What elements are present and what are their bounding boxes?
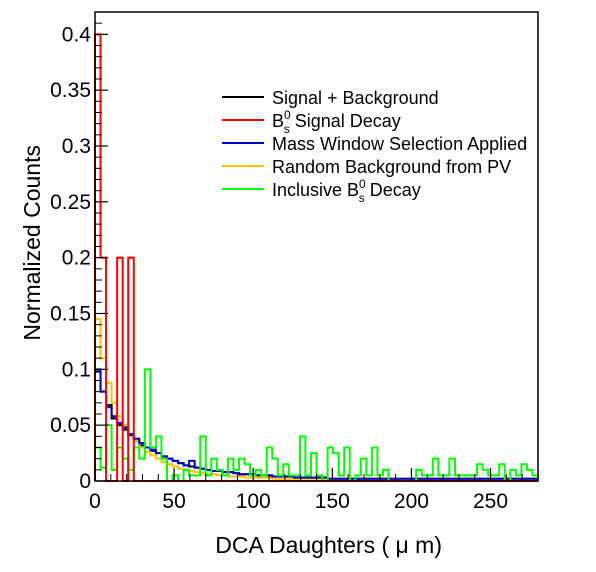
y-tick-label: 0.2 — [62, 247, 91, 270]
legend-label: Inclusive B0 s Decay — [272, 177, 421, 205]
x-tick-label: 250 — [473, 490, 508, 513]
axis-layer: 0 50 100 150 200 250 0 0.05 0.1 0.15 0.2 0.25 0.3 0.3… — [50, 11, 539, 513]
x-tick-label: 0 — [89, 490, 101, 513]
series-3-histogram — [94, 368, 539, 482]
y-tick-label: 0.35 — [50, 79, 91, 102]
x-axis-title: DCA Daughters ( μ m) — [215, 532, 442, 558]
y-axis-title: Normalized Counts — [19, 145, 45, 341]
y-tick-label: 0.4 — [62, 23, 92, 46]
legend-label: Signal + Background — [272, 88, 439, 108]
x-tick-label: 50 — [162, 490, 185, 513]
x-tick-label: 200 — [394, 490, 429, 513]
y-tick-label: 0.3 — [62, 135, 91, 158]
y-tick-label: 0 — [79, 470, 91, 493]
legend-label: Random Background from PV — [272, 157, 511, 177]
y-tick-label: 0.1 — [62, 358, 91, 381]
legend-label: B0 s Signal Decay — [272, 108, 401, 136]
x-tick-label: 150 — [315, 490, 350, 513]
x-tick-label: 100 — [236, 490, 271, 513]
y-tick-label: 0.05 — [50, 414, 91, 437]
legend-label: Mass Window Selection Applied — [272, 134, 527, 154]
plot-frame — [94, 11, 539, 482]
y-tick-label: 0.15 — [50, 303, 91, 326]
y-tick-label: 0.25 — [50, 191, 91, 214]
